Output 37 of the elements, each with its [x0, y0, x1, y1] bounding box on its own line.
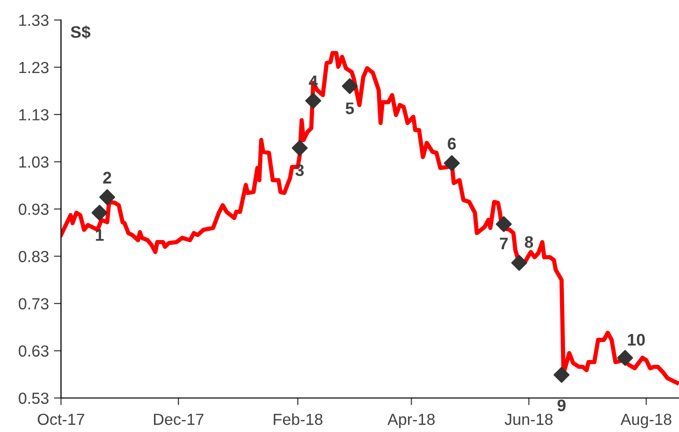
annotation: 2	[103, 172, 112, 184]
y-tick-label: 0.83	[18, 250, 48, 262]
annotation: 7	[500, 238, 508, 250]
line-series	[61, 50, 679, 385]
annotation: 5	[346, 102, 354, 114]
annotation: 8	[524, 236, 534, 248]
y-tick-label: 0.73	[18, 298, 48, 310]
x-tick-label: Aug-18	[620, 414, 672, 428]
x-tick-label: Jun-18	[504, 414, 553, 426]
point	[496, 216, 512, 232]
x-tick-label: Dec-17	[154, 414, 204, 426]
y-tick-label: 1.03	[19, 156, 48, 168]
y-tick-label: 1.33	[19, 14, 48, 26]
y-tick-label: 1.23	[19, 62, 48, 74]
point	[92, 204, 108, 221]
point	[342, 78, 358, 94]
y-tick-label: 0.63	[18, 345, 48, 357]
point	[554, 366, 570, 383]
x-tick-label: Apr-18	[387, 414, 435, 428]
point	[444, 155, 460, 172]
annotation: 10	[628, 334, 645, 346]
point	[617, 350, 634, 366]
y-axis-title: S$	[70, 25, 90, 39]
y-tick-label: 0.53	[18, 392, 48, 404]
point	[305, 92, 322, 109]
y-tick-label: 1.13	[19, 109, 48, 120]
annotation: 4	[308, 76, 318, 88]
point	[99, 189, 116, 206]
x-tick-label: Feb-18	[274, 413, 322, 426]
y-tick-label: 0.93	[18, 204, 48, 215]
annotation: 9	[558, 399, 566, 412]
point	[292, 140, 308, 156]
x-tick-label: Oct-17	[38, 414, 84, 426]
point	[511, 254, 528, 271]
annotation: 1	[96, 229, 104, 241]
annotation: 6	[448, 138, 456, 150]
annotation: 3	[295, 164, 304, 176]
